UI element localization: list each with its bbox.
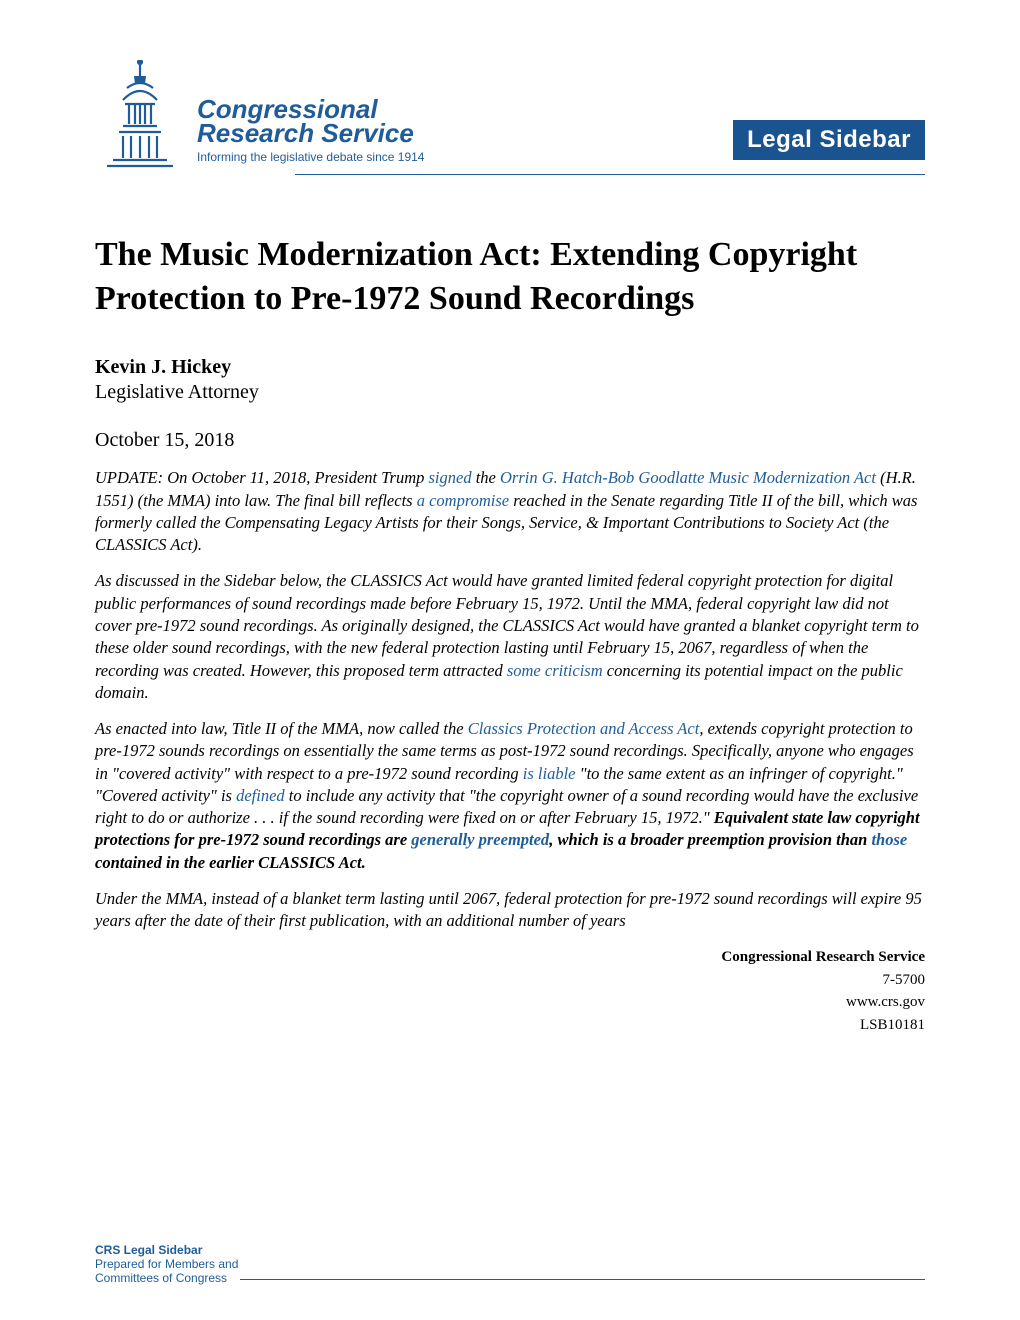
footer-left-line2: Committees of Congress xyxy=(95,1271,238,1285)
body-paragraph: As enacted into law, Title II of the MMA… xyxy=(95,718,925,874)
document-header: Congressional Research Service Informing… xyxy=(95,60,925,170)
footer-code: LSB10181 xyxy=(95,1014,925,1037)
capitol-dome-icon xyxy=(95,60,185,170)
inline-link[interactable]: Classics Protection and Access Act xyxy=(468,719,700,738)
text-run: , which is a broader preemption provisio… xyxy=(549,830,871,849)
text-run: the xyxy=(472,468,500,487)
inline-link[interactable]: Orrin G. Hatch-Bob Goodlatte Music Moder… xyxy=(500,468,876,487)
logo-line2: Research Service xyxy=(197,121,424,146)
body-paragraph: Under the MMA, instead of a blanket term… xyxy=(95,888,925,933)
footer-rule xyxy=(240,1279,925,1280)
inline-link[interactable]: signed xyxy=(429,468,472,487)
footer-org: Congressional Research Service xyxy=(95,946,925,969)
logo-tagline: Informing the legislative debate since 1… xyxy=(197,150,424,164)
document-title: The Music Modernization Act: Extending C… xyxy=(95,233,925,321)
inline-link[interactable]: a compromise xyxy=(417,491,509,510)
author-role: Legislative Attorney xyxy=(95,381,925,404)
footer-left-line1: Prepared for Members and xyxy=(95,1257,238,1271)
text-run: Under the MMA, instead of a blanket term… xyxy=(95,889,922,930)
footer-right: Congressional Research Service 7-5700 ww… xyxy=(95,946,925,1036)
footer-left: CRS Legal Sidebar Prepared for Members a… xyxy=(95,1243,238,1285)
text-run: contained in the earlier CLASSICS Act. xyxy=(95,853,366,872)
inline-link[interactable]: generally preempted xyxy=(411,830,549,849)
inline-link[interactable]: defined xyxy=(236,786,285,805)
footer-phone: 7-5700 xyxy=(95,969,925,992)
author-name: Kevin J. Hickey xyxy=(95,356,925,379)
crs-logo-block: Congressional Research Service Informing… xyxy=(95,60,424,170)
legal-sidebar-badge: Legal Sidebar xyxy=(733,120,925,160)
body-paragraph: As discussed in the Sidebar below, the C… xyxy=(95,570,925,704)
document-date: October 15, 2018 xyxy=(95,429,925,452)
body-content: UPDATE: On October 11, 2018, President T… xyxy=(95,467,925,932)
inline-link[interactable]: those xyxy=(871,830,907,849)
inline-link[interactable]: is liable xyxy=(523,764,576,783)
inline-link[interactable]: some criticism xyxy=(507,661,603,680)
footer-url: www.crs.gov xyxy=(95,991,925,1014)
text-run: As enacted into law, Title II of the MMA… xyxy=(95,719,468,738)
logo-text-block: Congressional Research Service Informing… xyxy=(197,97,424,170)
text-run: UPDATE: On October 11, 2018, President T… xyxy=(95,468,429,487)
footer-left-title: CRS Legal Sidebar xyxy=(95,1243,238,1257)
body-paragraph: UPDATE: On October 11, 2018, President T… xyxy=(95,467,925,556)
